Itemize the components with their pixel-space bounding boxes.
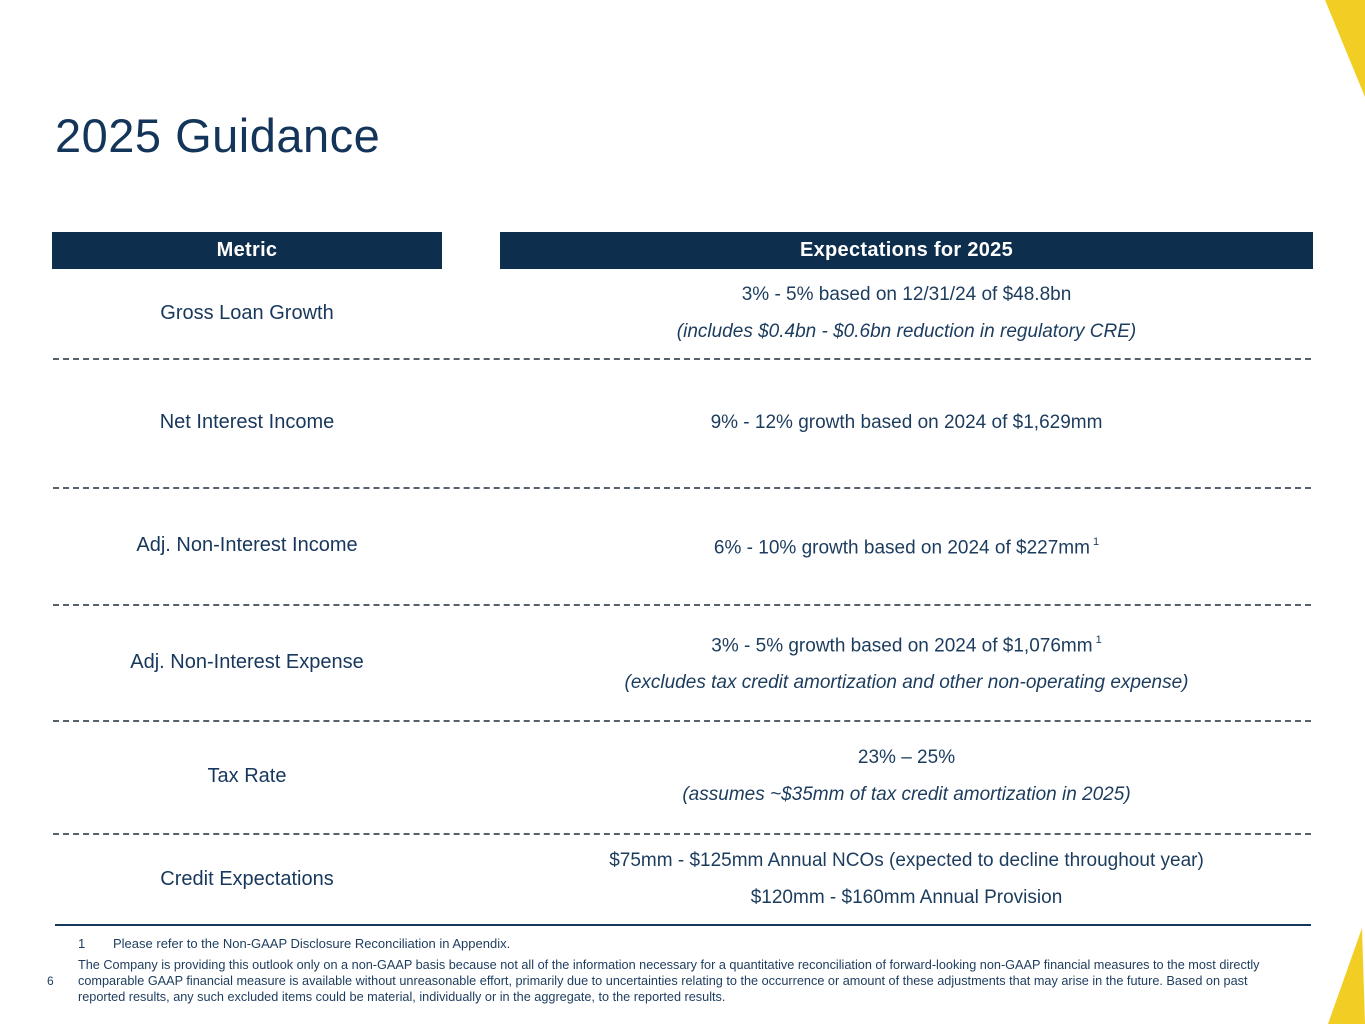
metric-cell: Tax Rate (207, 765, 287, 787)
expectation-text: (includes $0.4bn - $0.6bn reduction in r… (676, 321, 1137, 342)
footnote-reference: 1 (1092, 535, 1100, 548)
expectation-text: (excludes tax credit amortization and ot… (624, 672, 1189, 694)
expectation-line: 23% – 25% (858, 746, 955, 770)
table-row: Gross Loan Growth 3% - 5% based on 12/31/… (0, 269, 1365, 358)
expectation-line: 9% - 12% growth based on 2024 of $1,629m… (711, 411, 1103, 435)
expectation-line: (assumes ~$35mm of tax credit amortizati… (682, 783, 1130, 807)
footnote-reference: 1 (1095, 633, 1102, 646)
table-header-metric: Metric (52, 232, 442, 269)
disclaimer-text: The Company is providing this outlook on… (78, 958, 1260, 1004)
page-title: 2025 Guidance (55, 109, 381, 162)
footnote-1: 1 Please refer to the Non-GAAP Disclosur… (78, 936, 510, 951)
expectation-line: 3% - 5% based on 12/31/24 of $48.8bn (742, 283, 1072, 307)
expectation-text: 23% – 25% (857, 747, 956, 768)
corner-accent-bottom-right-icon (1328, 928, 1365, 1024)
expectation-text: $120mm - $160mm Annual Provision (750, 886, 1063, 908)
row-separator (53, 487, 1311, 489)
expectation-text: 9% - 12% growth based on 2024 of $1,629m… (710, 411, 1103, 433)
row-separator (53, 604, 1311, 606)
expectation-cell: 3% - 5% based on 12/31/24 of $48.8bn (inc… (500, 269, 1313, 358)
expectation-line: 3% - 5% growth based on 2024 of $1,076mm… (711, 629, 1101, 658)
expectation-cell: 9% - 12% growth based on 2024 of $1,629m… (500, 358, 1313, 487)
expectation-line: (includes $0.4bn - $0.6bn reduction in r… (677, 320, 1136, 344)
row-separator (53, 720, 1311, 722)
expectation-line: $120mm - $160mm Annual Provision (751, 886, 1063, 910)
expectation-cell: 3% - 5% growth based on 2024 of $1,076mm… (500, 604, 1313, 720)
table-row: Adj. Non-Interest Expense 3% - 5% growth … (0, 604, 1365, 720)
expectation-text: 3% - 5% based on 12/31/24 of $48.8bn (741, 284, 1072, 305)
metric-cell: Adj. Non-Interest Income (136, 534, 358, 556)
metric-cell: Net Interest Income (159, 411, 335, 433)
expectation-text: (assumes ~$35mm of tax credit amortizati… (682, 784, 1131, 805)
expectation-cell: $75mm - $125mm Annual NCOs (expected to … (500, 833, 1313, 925)
expectation-line: 6% - 10% growth based on 2024 of $227mm 1 (714, 531, 1099, 560)
footnote-1-text: Please refer to the Non-GAAP Disclosure … (113, 936, 511, 951)
expectation-text: 3% - 5% growth based on 2024 of $1,076mm (711, 635, 1093, 657)
expectation-text: $75mm - $125mm Annual NCOs (expected to … (609, 849, 1204, 871)
table-row: Adj. Non-Interest Income 6% - 10% growth … (0, 487, 1365, 604)
expectation-text: 6% - 10% growth based on 2024 of $227mm (713, 537, 1090, 559)
row-separator (53, 833, 1311, 835)
expectation-cell: 23% – 25% (assumes ~$35mm of tax credit a… (500, 720, 1313, 833)
expectation-cell: 6% - 10% growth based on 2024 of $227mm 1 (500, 487, 1313, 604)
footnote-1-marker: 1 (78, 936, 86, 951)
expectation-line: $75mm - $125mm Annual NCOs (expected to … (609, 849, 1204, 873)
expectation-line: (excludes tax credit amortization and ot… (625, 671, 1189, 695)
metric-cell: Adj. Non-Interest Expense (130, 650, 364, 673)
metric-cell: Credit Expectations (160, 867, 334, 890)
table-header-expectations: Expectations for 2025 (500, 232, 1313, 269)
table-row: Tax Rate 23% – 25% (assumes ~$35mm of tax … (0, 720, 1365, 833)
footnote-divider (55, 924, 1311, 926)
row-separator (53, 358, 1311, 360)
corner-accent-top-right-icon (1325, 0, 1365, 97)
metric-cell: Gross Loan Growth (160, 302, 334, 324)
table-row: Net Interest Income 9% - 12% growth based… (0, 358, 1365, 487)
table-row: Credit Expectations $75mm - $125mm Annual… (0, 833, 1365, 925)
page-number: 6 (47, 974, 54, 988)
